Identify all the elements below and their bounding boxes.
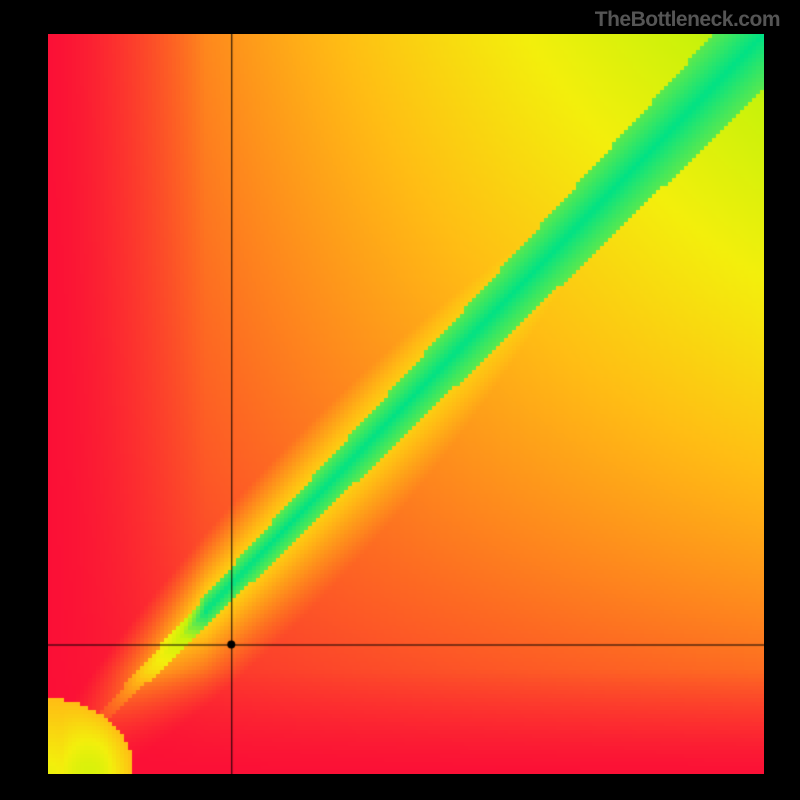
heatmap-chart	[48, 34, 764, 774]
heatmap-canvas	[48, 34, 764, 774]
watermark-text: TheBottleneck.com	[595, 8, 780, 32]
